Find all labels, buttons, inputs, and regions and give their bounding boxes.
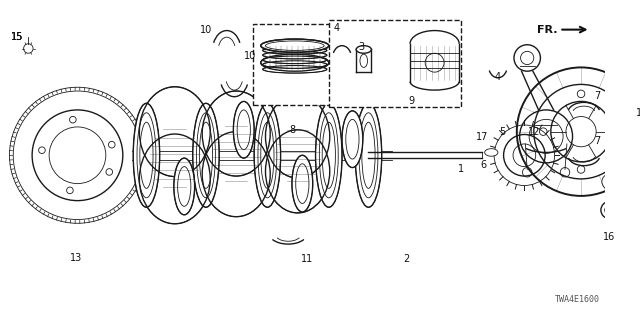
FancyBboxPatch shape: [253, 24, 337, 105]
Ellipse shape: [140, 134, 210, 224]
Text: 2: 2: [403, 254, 410, 264]
Ellipse shape: [292, 155, 313, 212]
Ellipse shape: [266, 95, 330, 178]
Text: 7: 7: [594, 136, 600, 146]
Ellipse shape: [234, 101, 254, 158]
Ellipse shape: [360, 54, 367, 68]
Ellipse shape: [484, 149, 498, 156]
FancyBboxPatch shape: [329, 20, 461, 107]
Text: 17: 17: [476, 132, 488, 142]
Text: 15: 15: [11, 32, 23, 42]
Text: 10: 10: [200, 25, 212, 35]
Text: 15: 15: [11, 32, 23, 42]
Text: 13: 13: [70, 253, 82, 263]
Text: 9: 9: [408, 96, 414, 107]
Ellipse shape: [133, 103, 159, 207]
Text: 3: 3: [358, 42, 364, 52]
Ellipse shape: [262, 47, 327, 54]
Text: 16: 16: [604, 232, 616, 243]
Ellipse shape: [193, 103, 219, 207]
Text: 10: 10: [244, 51, 257, 61]
Ellipse shape: [342, 111, 363, 168]
Ellipse shape: [262, 66, 327, 73]
Text: 14: 14: [636, 108, 640, 118]
Circle shape: [601, 202, 618, 219]
Ellipse shape: [262, 56, 327, 64]
Text: 5: 5: [499, 127, 505, 137]
Text: 6: 6: [481, 160, 487, 170]
Text: 4: 4: [495, 72, 501, 82]
Text: 4: 4: [333, 23, 339, 33]
Text: 1: 1: [458, 164, 464, 174]
Ellipse shape: [260, 54, 329, 71]
Ellipse shape: [266, 130, 330, 213]
Ellipse shape: [316, 103, 342, 207]
Ellipse shape: [202, 132, 270, 217]
Ellipse shape: [356, 46, 371, 53]
Text: 11: 11: [301, 254, 313, 264]
Text: FR.: FR.: [537, 25, 557, 35]
Ellipse shape: [355, 103, 381, 207]
Ellipse shape: [254, 103, 280, 207]
Text: 8: 8: [290, 125, 296, 135]
Text: 7: 7: [594, 91, 600, 101]
Text: TWA4E1600: TWA4E1600: [555, 295, 600, 304]
Ellipse shape: [262, 42, 327, 50]
Ellipse shape: [140, 87, 210, 177]
Ellipse shape: [174, 158, 195, 215]
Ellipse shape: [260, 39, 329, 52]
Ellipse shape: [262, 51, 327, 59]
Text: 15: 15: [11, 32, 23, 42]
Text: 12: 12: [527, 127, 540, 137]
Ellipse shape: [202, 91, 270, 176]
Ellipse shape: [262, 61, 327, 68]
